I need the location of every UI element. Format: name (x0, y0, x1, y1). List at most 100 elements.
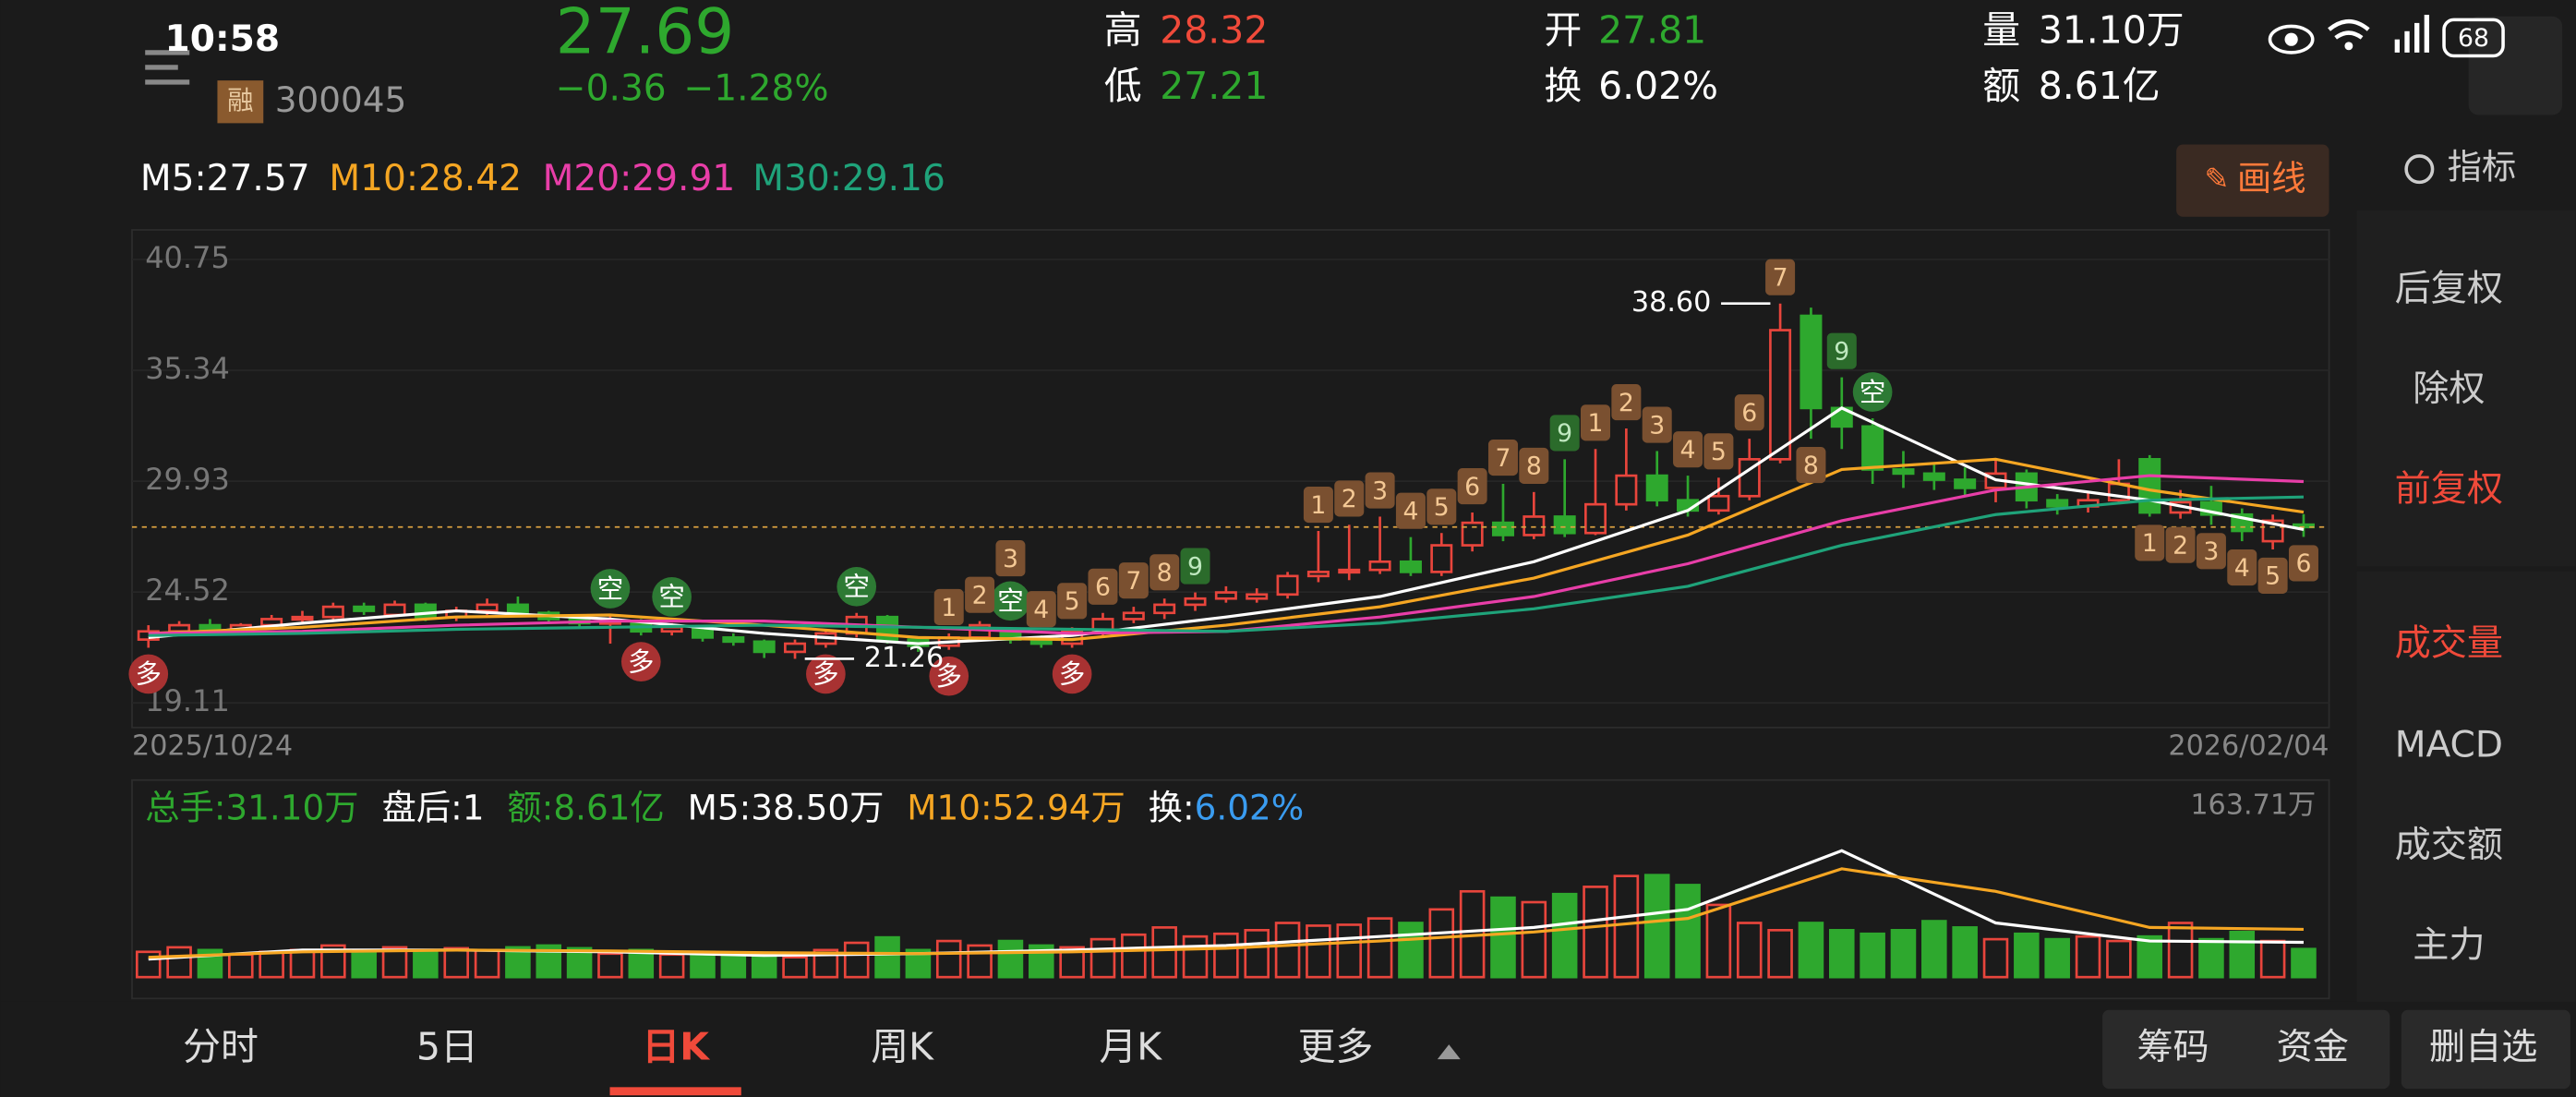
signal: 2 (1619, 389, 1634, 417)
volume-bar (843, 941, 870, 979)
tab[interactable]: 分时 (183, 1024, 259, 1068)
volume-bar (1643, 874, 1670, 979)
tab[interactable]: 日K (642, 1024, 710, 1068)
candle-body (1491, 521, 1514, 536)
draw-button[interactable] (2176, 144, 2329, 217)
candle-body (1769, 329, 1792, 461)
signal-badge (1457, 468, 1487, 505)
volume-bar (1613, 874, 1640, 979)
candle-body (1399, 560, 1422, 573)
signal: 4 (1402, 497, 1418, 525)
signal: 8 (1157, 559, 1173, 587)
draw-label: 画线 (2237, 158, 2306, 199)
button-group (2102, 1009, 2390, 1090)
signal-badge (1150, 554, 1180, 591)
ma-legend: M20:29.91 (543, 158, 736, 199)
volume-bar (1767, 928, 1793, 979)
volume-bar (874, 935, 900, 979)
side-panel (2356, 571, 2576, 1002)
bottom-button[interactable]: 删自选 (2429, 1027, 2537, 1068)
tab[interactable]: 更多 (1298, 1024, 1374, 1068)
label: 开 (1544, 8, 1582, 53)
tab[interactable]: 月K (1099, 1024, 1162, 1068)
bottom-button[interactable]: 筹码 (2137, 1027, 2209, 1068)
signal-badge (1395, 492, 1426, 529)
candle-body (321, 605, 344, 619)
candle-body (1553, 515, 1576, 535)
volume: 31.10万 (2039, 8, 2185, 53)
candle-body (722, 636, 745, 644)
signal-badge (1052, 654, 1092, 694)
signal-badge (2227, 548, 2257, 586)
label: 换 (1544, 64, 1582, 108)
signal: 多 (936, 661, 962, 692)
candle-body (1430, 544, 1453, 573)
candle-body (1584, 502, 1607, 535)
signal-badge (1734, 394, 1764, 431)
side-menu-item[interactable]: 成交量 (2395, 622, 2503, 664)
side-menu-item[interactable]: 除权 (2413, 368, 2485, 410)
candle-body (199, 623, 222, 631)
signal-badge (995, 540, 1026, 577)
signal-badge (1426, 488, 1457, 525)
signal: 9 (1834, 337, 1849, 366)
signal: 7 (1773, 264, 1788, 293)
candle-body (1246, 593, 1269, 600)
side-menu-item[interactable]: 前复权 (2395, 468, 2503, 510)
ma-legend: M10:28.42 (329, 158, 522, 199)
signal-badge (965, 576, 995, 613)
signal: 4 (1033, 596, 1049, 624)
volume-bar (1675, 884, 1701, 979)
signal-badge (1519, 447, 1549, 484)
volume-bar (2075, 934, 2101, 979)
candle-body (2046, 499, 2069, 508)
label: 高 (1104, 8, 1142, 53)
volume-bar (1182, 934, 1209, 979)
candle-body (1800, 314, 1823, 410)
candle-body (1122, 611, 1145, 621)
volume-bar (1059, 946, 1085, 979)
bottom-button[interactable]: 资金 (2277, 1027, 2349, 1068)
stock-code: 300045 (275, 79, 407, 120)
side-panel (2356, 210, 2576, 567)
y-tick-label: 40.75 (145, 240, 230, 275)
signal: 多 (628, 646, 654, 677)
side-toggle[interactable] (2468, 16, 2563, 115)
side-menu-item[interactable]: 主力 (2413, 925, 2485, 967)
signal-badge (2196, 533, 2226, 570)
volume-bar (1736, 922, 1763, 979)
signal-badge (652, 577, 692, 617)
date-start: 2025/10/24 (132, 730, 293, 763)
candle-body (1954, 478, 1977, 489)
volume-bar (1366, 917, 1393, 979)
volume-bar (1244, 928, 1270, 979)
signal-badge (1180, 548, 1210, 585)
volume-max: 163.71万 (2190, 790, 2316, 822)
signal: 3 (1372, 476, 1388, 505)
volume-bar (1921, 920, 1947, 979)
signal-badge (929, 656, 969, 696)
price-mark: 21.26 (864, 642, 945, 674)
side-menu-item[interactable]: 后复权 (2395, 268, 2503, 309)
tab[interactable]: 5日 (416, 1024, 478, 1068)
signal-badge (128, 654, 169, 694)
tab[interactable]: 周K (871, 1024, 934, 1068)
change: −0.36 (556, 67, 667, 109)
indicator[interactable]: 指标 (2448, 147, 2517, 187)
menu-icon[interactable] (145, 50, 190, 85)
volume-bar (1274, 922, 1301, 979)
open: 27.81 (1598, 8, 1706, 53)
signal-badge (590, 569, 631, 609)
battery: 68 (2458, 24, 2489, 53)
signal-badge (620, 642, 661, 681)
candle-body (1306, 571, 1330, 578)
side-menu-item[interactable]: MACD (2395, 725, 2503, 766)
side-menu-item[interactable]: 成交额 (2395, 825, 2503, 866)
signal: 1 (941, 594, 957, 622)
signal-badge (991, 581, 1030, 621)
candle-body (1523, 515, 1546, 536)
signal-badge (1581, 404, 1611, 441)
signal-badge (1088, 568, 1118, 605)
